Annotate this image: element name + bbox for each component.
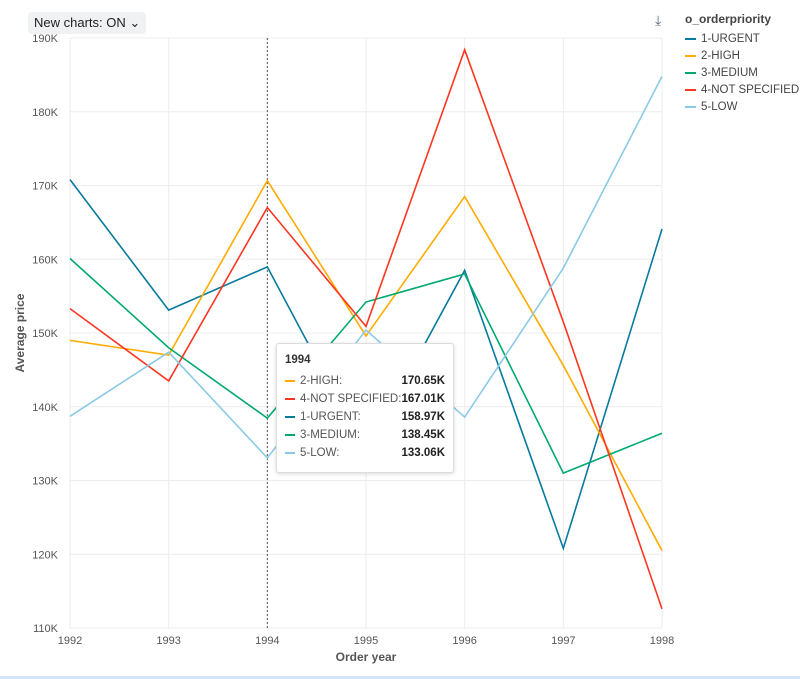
x-tick-label: 1998 — [650, 635, 674, 647]
legend: o_orderpriority 1-URGENT 2-HIGH 3-MEDIUM 4-… — [685, 12, 799, 115]
legend-label: 4-NOT SPECIFIED — [701, 83, 800, 96]
legend-item[interactable]: 2-HIGH — [685, 47, 799, 64]
download-icon[interactable]: ⤓ — [655, 12, 662, 28]
series-line-4-not-specified — [69, 47, 663, 610]
x-axis-label: Order year — [336, 650, 397, 664]
legend-item[interactable]: 3-MEDIUM — [685, 64, 799, 81]
legend-title: o_orderpriority — [685, 12, 772, 26]
y-tick-label: 160K — [32, 254, 58, 266]
legend-swatch — [685, 54, 696, 57]
y-axis-label: Average price — [13, 293, 27, 372]
tooltip-value: 133.06K — [401, 447, 445, 459]
tooltip-series: 4-NOT SPECIFIED: — [300, 393, 402, 405]
tooltip-swatch — [285, 452, 295, 454]
tooltip-row: 4-NOT SPECIFIED: 167.01K — [285, 390, 445, 408]
legend-label: 3-MEDIUM — [701, 66, 758, 79]
x-tick-label: 1993 — [156, 635, 180, 647]
chevron-down-icon: ⌄ — [129, 15, 141, 30]
y-tick-label: 180K — [32, 107, 58, 119]
tooltip-row: 3-MEDIUM: 138.45K — [285, 426, 445, 444]
series-line-3-medium — [69, 257, 663, 475]
legend-item[interactable]: 5-LOW — [685, 98, 799, 115]
bottom-border — [0, 676, 800, 679]
y-tick-label: 170K — [32, 181, 58, 193]
tooltip-swatch — [285, 416, 295, 418]
x-tick-label: 1992 — [58, 635, 82, 647]
x-tick-label: 1996 — [452, 635, 476, 647]
tooltip-swatch — [285, 380, 295, 382]
legend-swatch — [685, 105, 696, 108]
series-line-2-high — [69, 179, 663, 551]
legend-swatch — [685, 37, 696, 40]
legend-item[interactable]: 4-NOT SPECIFIED — [685, 81, 799, 98]
tooltip-series: 1-URGENT: — [300, 411, 361, 423]
y-tick-label: 150K — [32, 328, 58, 340]
legend-swatch — [685, 71, 696, 74]
tooltip-row: 1-URGENT: 158.97K — [285, 408, 445, 426]
y-tick-label: 140K — [32, 402, 58, 414]
hover-tooltip: 1994 2-HIGH: 170.65K 4-NOT SPECIFIED: 167.0… — [276, 343, 454, 473]
tooltip-row: 2-HIGH: 170.65K — [285, 372, 445, 390]
y-tick-label: 190K — [32, 33, 58, 45]
x-tick-label: 1995 — [354, 635, 378, 647]
tooltip-swatch — [285, 398, 295, 400]
tooltip-value: 138.45K — [401, 429, 445, 441]
legend-label: 5-LOW — [701, 100, 738, 113]
tooltip-value: 170.65K — [401, 375, 445, 387]
y-tick-label: 120K — [32, 549, 58, 561]
legend-label: 2-HIGH — [701, 49, 740, 62]
tooltip-value: 167.01K — [401, 393, 445, 405]
tooltip-swatch — [285, 434, 295, 436]
x-tick-label: 1997 — [551, 635, 575, 647]
tooltip-row: 5-LOW: 133.06K — [285, 444, 445, 462]
tooltip-series: 3-MEDIUM: — [300, 429, 361, 441]
x-tick-label: 1994 — [255, 635, 279, 647]
legend-swatch — [685, 88, 696, 91]
legend-label: 1-URGENT — [701, 32, 760, 45]
tooltip-series: 2-HIGH: — [300, 375, 343, 387]
legend-item[interactable]: 1-URGENT — [685, 30, 799, 47]
toggle-label: New charts: ON — [34, 15, 126, 30]
new-charts-toggle[interactable]: New charts: ON ⌄ — [28, 12, 147, 34]
series-line-5-low — [69, 75, 663, 460]
tooltip-series: 5-LOW: — [300, 447, 340, 459]
tooltip-value: 158.97K — [401, 411, 445, 423]
tooltip-title: 1994 — [285, 354, 311, 366]
y-tick-label: 130K — [32, 476, 58, 488]
y-tick-label: 110K — [33, 623, 59, 635]
